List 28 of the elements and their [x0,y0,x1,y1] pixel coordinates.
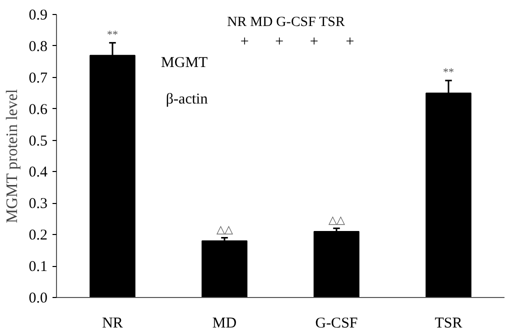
x-tick-label: TSR [434,316,462,332]
annotation: ** [443,66,454,79]
annotation: + [346,34,354,50]
y-tick-label: 0.0 [28,290,48,306]
y-tick-label: 0.2 [28,228,48,244]
annotation: + [310,34,318,50]
annotation: △△ [328,214,346,226]
annotation: + [275,34,284,50]
y-tick-label: 0.6 [28,102,48,118]
y-tick-label: 0.7 [28,70,48,86]
annotation: + [240,34,249,50]
y-tick-label: 0.1 [28,259,48,276]
bar [314,230,360,298]
annotation: β-actin [166,91,208,108]
annotation: MGMT [161,55,208,72]
x-tick-label: MD [212,316,237,332]
y-tick-label: 0.5 [28,133,48,150]
annotation: ** [107,28,118,41]
x-tick-label: G-CSF [315,316,358,332]
y-tick-label: 0.9 [28,8,48,24]
x-tick-label: NR [102,316,123,332]
annotation: NR MD G-CSF TSR [227,14,346,30]
y-tick-label: 0.8 [28,38,48,55]
annotation: △△ [216,224,234,236]
y-tick-label: 0.3 [28,196,48,212]
y-tick-label: 0.4 [28,164,48,181]
bar [202,240,248,298]
y-axis-title: MGMT protein level [4,88,21,224]
